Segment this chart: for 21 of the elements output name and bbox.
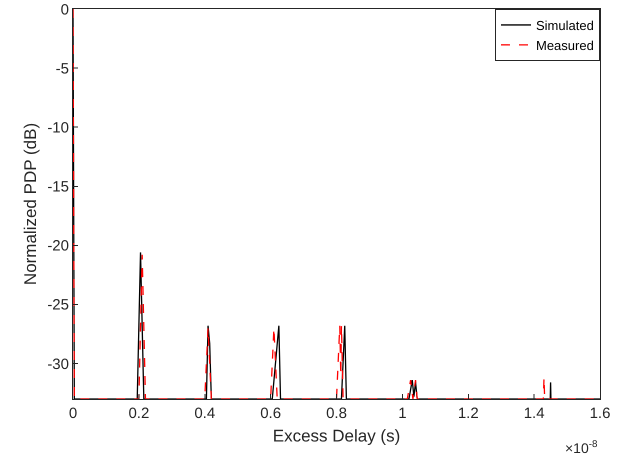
y-tick-label: -25	[47, 296, 69, 314]
text: ×10$^{-8}$	[565, 439, 598, 456]
line-series	[73, 9, 600, 399]
y-tick-label: -30	[47, 356, 69, 373]
y-axis-title: Normalized PDP (dB)	[20, 122, 40, 286]
x-tick-label: 0.6	[260, 405, 282, 422]
y-tick-label: -20	[47, 238, 69, 255]
y-tick-label: -10	[47, 119, 69, 136]
legend-label: Simulated	[536, 18, 594, 34]
legend-label: Measured	[536, 38, 594, 53]
x-tick-label: 1.4	[524, 405, 545, 422]
y-tick-label: 0	[60, 1, 69, 18]
x-tick-label: 1	[398, 405, 407, 422]
x-tick-label: 0.8	[326, 405, 347, 422]
x-axis-title: Excess Delay (s)	[272, 426, 400, 446]
x-tick-label: 1.6	[590, 405, 610, 422]
x-tick-label: 0.4	[194, 405, 216, 422]
y-tick-label: -5	[56, 60, 69, 78]
y-tick-label: -15	[47, 178, 69, 196]
x-tick-label: 0.2	[128, 405, 150, 422]
x-tick-label: 1.2	[458, 405, 479, 422]
